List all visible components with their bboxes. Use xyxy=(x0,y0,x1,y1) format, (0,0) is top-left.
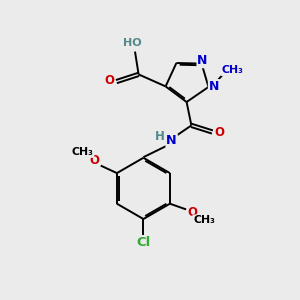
Text: Cl: Cl xyxy=(136,236,151,250)
Text: O: O xyxy=(89,154,99,167)
Text: HO: HO xyxy=(123,38,142,48)
Text: O: O xyxy=(214,126,225,139)
Text: N: N xyxy=(197,54,208,68)
Text: H: H xyxy=(155,130,165,143)
Text: N: N xyxy=(209,80,219,93)
Text: O: O xyxy=(188,206,198,219)
Text: CH₃: CH₃ xyxy=(72,147,94,157)
Text: CH₃: CH₃ xyxy=(221,65,243,75)
Text: N: N xyxy=(166,134,177,147)
Text: O: O xyxy=(104,74,114,88)
Text: CH₃: CH₃ xyxy=(193,215,215,225)
